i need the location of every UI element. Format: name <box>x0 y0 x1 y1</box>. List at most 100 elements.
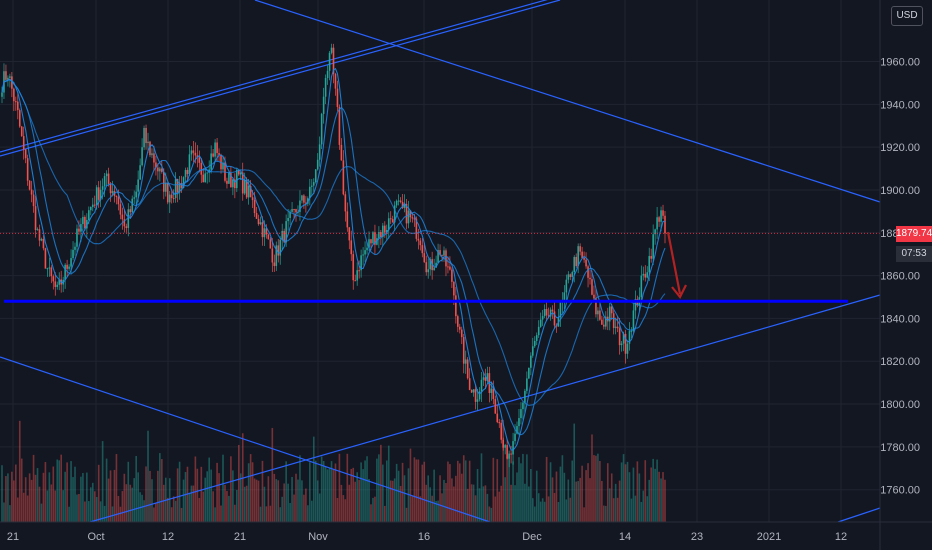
candle-body <box>78 228 80 232</box>
candle-body <box>316 159 319 170</box>
candle-body <box>186 169 189 175</box>
upper-channel-line-1[interactable] <box>0 0 561 157</box>
candle-body <box>320 113 323 145</box>
time-tick-label: 16 <box>418 531 430 543</box>
volume-bar <box>482 486 485 522</box>
volume-bar <box>196 468 199 522</box>
candle-body <box>382 225 384 238</box>
candle-body <box>46 268 49 270</box>
volume-bar <box>449 464 451 522</box>
candle-body <box>362 254 364 256</box>
candle-body <box>200 162 203 175</box>
volume-bar <box>455 475 457 522</box>
upper-channel-line-2[interactable] <box>0 0 560 153</box>
volume-bar <box>38 486 41 522</box>
volume-bar <box>447 461 449 522</box>
candle-body <box>356 270 358 281</box>
candle-body <box>9 76 11 78</box>
volume-bar <box>277 480 280 522</box>
forecast-arrow[interactable] <box>666 231 687 300</box>
volume-bar <box>415 459 418 522</box>
candle-body <box>539 319 542 327</box>
candle-body <box>172 198 175 200</box>
candle-body <box>606 316 609 322</box>
volume-bar <box>109 470 112 522</box>
volume-bar <box>516 472 518 522</box>
candle-body <box>232 179 234 188</box>
volume-bar <box>70 461 72 522</box>
volume-bar <box>281 496 283 522</box>
candle-body <box>30 189 33 195</box>
candle-body <box>664 215 666 234</box>
candle-body <box>512 441 514 455</box>
candle-body <box>305 202 307 204</box>
candle-body <box>441 254 443 256</box>
candle-body <box>312 182 315 186</box>
volume-bar <box>91 482 94 522</box>
ascending-support-line[interactable] <box>89 294 881 523</box>
volume-bar <box>62 490 64 522</box>
volume-bar <box>237 444 240 522</box>
candle-body <box>68 266 70 269</box>
volume-bar <box>435 500 437 522</box>
volume-bar <box>626 461 629 522</box>
candle-body <box>648 256 651 273</box>
time-axis-panel[interactable] <box>0 522 932 550</box>
volume-bar <box>571 460 574 522</box>
volume-bar <box>206 471 209 522</box>
volume-bar <box>115 454 118 522</box>
volume-bar <box>117 495 120 522</box>
candle-body <box>24 149 27 159</box>
candle-body <box>324 78 327 97</box>
moving-average-line <box>1 78 666 406</box>
candle-body <box>628 331 631 344</box>
volume-bar <box>15 464 17 522</box>
volume-bar <box>48 472 51 522</box>
candle-body <box>64 264 66 280</box>
candle-body <box>133 197 136 199</box>
volume-bar <box>251 462 254 522</box>
candle-body <box>603 324 605 327</box>
candle-body <box>411 217 414 219</box>
volume-bar <box>387 445 390 522</box>
candle-body <box>155 162 157 168</box>
volume-bar <box>506 457 508 522</box>
volume-bar <box>113 469 116 522</box>
candle-body <box>52 276 55 282</box>
candle-body <box>346 211 349 228</box>
candle-body <box>239 172 242 175</box>
candle-body <box>545 309 548 316</box>
candle-body <box>103 176 106 187</box>
bottom-channel-line[interactable] <box>837 507 881 523</box>
candle-body <box>28 180 31 190</box>
candle-body <box>301 195 303 201</box>
candle-body <box>644 273 647 278</box>
volume-bar <box>285 461 287 522</box>
volume-bar <box>159 453 161 522</box>
volume-bar <box>610 473 613 522</box>
volume-bar <box>44 462 47 522</box>
candle-body <box>569 274 572 277</box>
candle-body <box>518 418 520 427</box>
candle-body <box>204 173 207 183</box>
candle-body <box>508 453 510 459</box>
volume-bar <box>30 479 33 522</box>
volume-bar <box>222 454 224 522</box>
candle-body <box>261 222 264 238</box>
candle-body <box>565 279 568 293</box>
trendlines[interactable] <box>0 0 881 523</box>
lower-descending-line[interactable] <box>0 356 491 523</box>
volume-bar <box>93 491 96 522</box>
candle-body <box>119 204 122 215</box>
currency-button[interactable]: USD <box>891 6 923 26</box>
price-tick-label: 1800.00 <box>880 399 920 411</box>
candle-body <box>352 254 355 281</box>
descending-resistance-line[interactable] <box>254 0 881 203</box>
candle-body <box>58 279 61 285</box>
volume-bar <box>200 466 203 522</box>
volume-bar <box>230 456 232 522</box>
candle-body <box>269 239 272 249</box>
volume-bar <box>522 453 524 522</box>
